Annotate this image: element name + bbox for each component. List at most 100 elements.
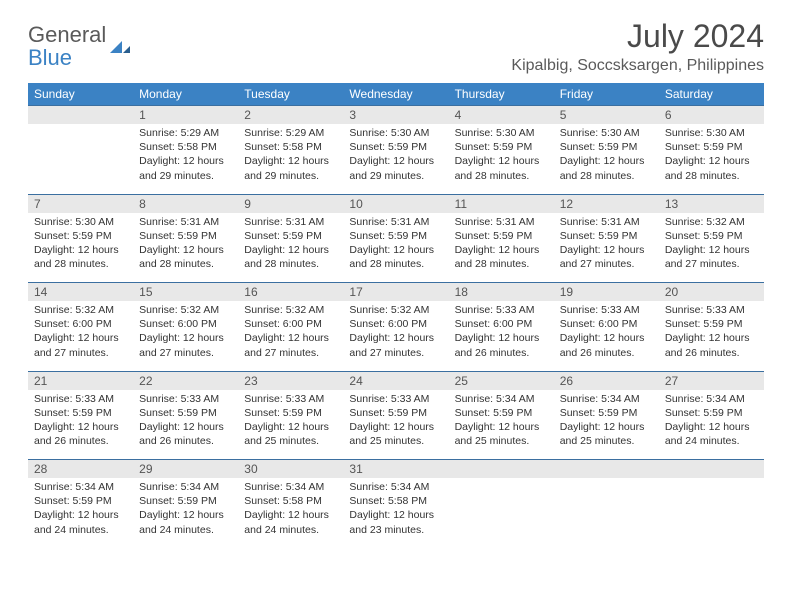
day-cell (659, 478, 764, 548)
daylight-line: Daylight: 12 hours and 29 minutes. (244, 154, 337, 182)
day-number: 3 (343, 106, 448, 125)
sunrise-line: Sunrise: 5:33 AM (139, 392, 232, 406)
sunrise-line: Sunrise: 5:33 AM (349, 392, 442, 406)
sunset-line: Sunset: 5:59 PM (455, 229, 548, 243)
day-cell: Sunrise: 5:32 AMSunset: 5:59 PMDaylight:… (659, 213, 764, 283)
day-cell: Sunrise: 5:34 AMSunset: 5:59 PMDaylight:… (449, 390, 554, 460)
day-cell: Sunrise: 5:34 AMSunset: 5:59 PMDaylight:… (554, 390, 659, 460)
day-number: 6 (659, 106, 764, 125)
sunset-line: Sunset: 5:58 PM (349, 494, 442, 508)
sunset-line: Sunset: 5:59 PM (560, 406, 653, 420)
daylight-line: Daylight: 12 hours and 27 minutes. (139, 331, 232, 359)
daylight-line: Daylight: 12 hours and 24 minutes. (665, 420, 758, 448)
day-number: 27 (659, 371, 764, 390)
sunrise-line: Sunrise: 5:30 AM (455, 126, 548, 140)
sunrise-line: Sunrise: 5:29 AM (244, 126, 337, 140)
sunrise-line: Sunrise: 5:33 AM (665, 303, 758, 317)
day-cell (554, 478, 659, 548)
sunrise-line: Sunrise: 5:32 AM (665, 215, 758, 229)
sunrise-line: Sunrise: 5:33 AM (455, 303, 548, 317)
sunset-line: Sunset: 5:59 PM (349, 229, 442, 243)
day-cell: Sunrise: 5:32 AMSunset: 6:00 PMDaylight:… (238, 301, 343, 371)
brand-name-1: General (28, 22, 106, 47)
sunset-line: Sunset: 6:00 PM (34, 317, 127, 331)
calendar-body: 123456Sunrise: 5:29 AMSunset: 5:58 PMDay… (28, 106, 764, 549)
day-number: 20 (659, 283, 764, 302)
sunset-line: Sunset: 5:59 PM (560, 229, 653, 243)
day-number: 29 (133, 460, 238, 479)
sunrise-line: Sunrise: 5:32 AM (139, 303, 232, 317)
daylight-line: Daylight: 12 hours and 24 minutes. (244, 508, 337, 536)
sunset-line: Sunset: 5:59 PM (665, 406, 758, 420)
day-cell: Sunrise: 5:30 AMSunset: 5:59 PMDaylight:… (343, 124, 448, 194)
daylight-line: Daylight: 12 hours and 28 minutes. (244, 243, 337, 271)
day-cell: Sunrise: 5:31 AMSunset: 5:59 PMDaylight:… (343, 213, 448, 283)
sunrise-line: Sunrise: 5:34 AM (665, 392, 758, 406)
daylight-line: Daylight: 12 hours and 28 minutes. (349, 243, 442, 271)
brand-logo: General Blue (28, 24, 132, 70)
sunset-line: Sunset: 6:00 PM (244, 317, 337, 331)
sunrise-line: Sunrise: 5:31 AM (560, 215, 653, 229)
day-number: 2 (238, 106, 343, 125)
daylight-line: Daylight: 12 hours and 28 minutes. (34, 243, 127, 271)
day-number: 1 (133, 106, 238, 125)
sunrise-line: Sunrise: 5:30 AM (560, 126, 653, 140)
sunset-line: Sunset: 5:59 PM (139, 406, 232, 420)
day-number: 13 (659, 194, 764, 213)
day-cell: Sunrise: 5:33 AMSunset: 5:59 PMDaylight:… (343, 390, 448, 460)
day-number: 22 (133, 371, 238, 390)
day-number (449, 460, 554, 479)
dow-header: Thursday (449, 83, 554, 106)
sunrise-line: Sunrise: 5:33 AM (34, 392, 127, 406)
day-cell: Sunrise: 5:33 AMSunset: 5:59 PMDaylight:… (133, 390, 238, 460)
daynum-row: 28293031 (28, 460, 764, 479)
day-number: 10 (343, 194, 448, 213)
daylight-line: Daylight: 12 hours and 28 minutes. (665, 154, 758, 182)
dow-header: Wednesday (343, 83, 448, 106)
sunrise-line: Sunrise: 5:32 AM (34, 303, 127, 317)
daylight-line: Daylight: 12 hours and 24 minutes. (139, 508, 232, 536)
daynum-row: 14151617181920 (28, 283, 764, 302)
dow-header: Sunday (28, 83, 133, 106)
sunset-line: Sunset: 5:59 PM (34, 494, 127, 508)
day-number: 5 (554, 106, 659, 125)
daylight-line: Daylight: 12 hours and 26 minutes. (139, 420, 232, 448)
daylight-line: Daylight: 12 hours and 25 minutes. (455, 420, 548, 448)
sunset-line: Sunset: 5:59 PM (244, 229, 337, 243)
daylight-line: Daylight: 12 hours and 25 minutes. (349, 420, 442, 448)
dow-header: Tuesday (238, 83, 343, 106)
day-number: 23 (238, 371, 343, 390)
day-number: 26 (554, 371, 659, 390)
dow-header: Saturday (659, 83, 764, 106)
sunrise-line: Sunrise: 5:31 AM (139, 215, 232, 229)
day-cell: Sunrise: 5:30 AMSunset: 5:59 PMDaylight:… (28, 213, 133, 283)
sunset-line: Sunset: 5:58 PM (244, 140, 337, 154)
sunrise-line: Sunrise: 5:34 AM (349, 480, 442, 494)
sunset-line: Sunset: 5:59 PM (455, 406, 548, 420)
sunset-line: Sunset: 5:59 PM (455, 140, 548, 154)
calendar-table: SundayMondayTuesdayWednesdayThursdayFrid… (28, 83, 764, 548)
title-block: July 2024 Kipalbig, Soccsksargen, Philip… (511, 18, 764, 75)
sunset-line: Sunset: 5:59 PM (349, 140, 442, 154)
sunrise-line: Sunrise: 5:34 AM (244, 480, 337, 494)
sunrise-line: Sunrise: 5:30 AM (349, 126, 442, 140)
detail-row: Sunrise: 5:30 AMSunset: 5:59 PMDaylight:… (28, 213, 764, 283)
daylight-line: Daylight: 12 hours and 26 minutes. (34, 420, 127, 448)
sunrise-line: Sunrise: 5:34 AM (139, 480, 232, 494)
sunrise-line: Sunrise: 5:33 AM (560, 303, 653, 317)
daylight-line: Daylight: 12 hours and 23 minutes. (349, 508, 442, 536)
day-cell: Sunrise: 5:34 AMSunset: 5:59 PMDaylight:… (133, 478, 238, 548)
daylight-line: Daylight: 12 hours and 27 minutes. (665, 243, 758, 271)
dow-row: SundayMondayTuesdayWednesdayThursdayFrid… (28, 83, 764, 106)
day-number: 9 (238, 194, 343, 213)
day-cell: Sunrise: 5:29 AMSunset: 5:58 PMDaylight:… (133, 124, 238, 194)
detail-row: Sunrise: 5:29 AMSunset: 5:58 PMDaylight:… (28, 124, 764, 194)
day-cell: Sunrise: 5:34 AMSunset: 5:59 PMDaylight:… (28, 478, 133, 548)
day-cell: Sunrise: 5:29 AMSunset: 5:58 PMDaylight:… (238, 124, 343, 194)
sunset-line: Sunset: 6:00 PM (349, 317, 442, 331)
sunset-line: Sunset: 6:00 PM (139, 317, 232, 331)
daylight-line: Daylight: 12 hours and 28 minutes. (560, 154, 653, 182)
daylight-line: Daylight: 12 hours and 27 minutes. (349, 331, 442, 359)
daylight-line: Daylight: 12 hours and 28 minutes. (455, 154, 548, 182)
dow-header: Friday (554, 83, 659, 106)
